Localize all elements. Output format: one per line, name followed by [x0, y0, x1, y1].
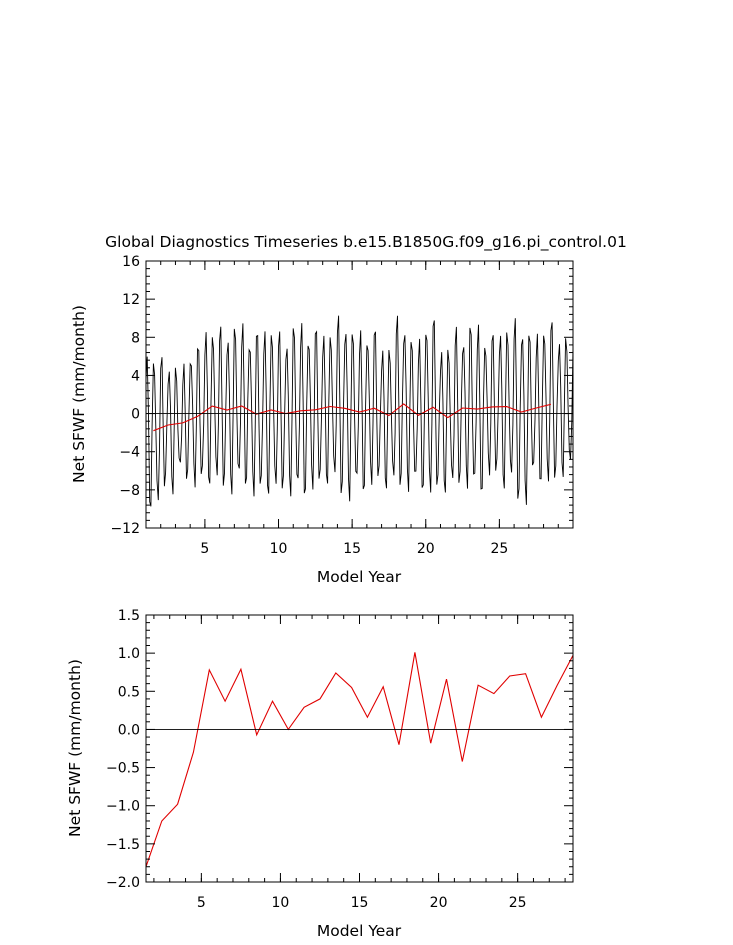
bottom-y-tick-label: −2.0 [106, 875, 140, 891]
bottom-y-tick-label: 0.5 [118, 684, 140, 700]
bottom-y-tick-label: 1.5 [118, 608, 140, 624]
top-annual-mean-series-line [153, 403, 552, 432]
top-series-group [145, 315, 574, 507]
bottom-y-tick-label: −0.5 [106, 761, 140, 777]
top-chart: Global Diagnostics Timeseries b.e15.B185… [70, 233, 627, 586]
top-axes: 5 10 15 20 25 −12 −8 −4 0 4 8 12 16 [110, 254, 574, 557]
bottom-y-tick-label: 1.0 [118, 646, 140, 662]
bottom-x-tick-label: 5 [197, 895, 206, 911]
top-x-tick-label: 25 [490, 541, 508, 557]
bottom-y-tick-label: −1.0 [106, 799, 140, 815]
top-y-tick-label: 4 [131, 368, 140, 384]
top-y-tick-label: 0 [131, 407, 140, 423]
bottom-x-tick-label: 15 [351, 895, 369, 911]
top-y-tick-label: 12 [122, 292, 140, 308]
bottom-x-tick-label: 25 [509, 895, 527, 911]
bottom-x-axis-label: Model Year [317, 922, 402, 940]
top-y-tick-label: 8 [131, 330, 140, 346]
bottom-x-tick-label: 20 [430, 895, 448, 911]
bottom-series-group [145, 652, 574, 867]
bottom-x-tick-label: 10 [272, 895, 290, 911]
top-x-tick-label: 5 [200, 541, 209, 557]
top-y-tick-label: 16 [122, 254, 140, 270]
bottom-y-tick-label: −1.5 [106, 837, 140, 853]
top-x-tick-label: 20 [417, 541, 435, 557]
bottom-chart: 5 10 15 20 25 −2.0 −1.5 −1.0 −0.5 0.0 0.5 1.0 1.5 Mo… [66, 608, 574, 940]
bottom-annual-mean-series-line [145, 652, 574, 867]
bottom-y-axis-label: Net SFWF (mm/month) [66, 659, 84, 837]
chart-title: Global Diagnostics Timeseries b.e15.B185… [105, 233, 627, 252]
top-x-axis-label: Model Year [317, 568, 402, 586]
bottom-axes: 5 10 15 20 25 −2.0 −1.5 −1.0 −0.5 0.0 0.5 1.0 1.5 [106, 608, 573, 911]
top-x-tick-label: 10 [270, 541, 288, 557]
bottom-y-tick-label: 0.0 [118, 722, 140, 738]
top-y-axis-label: Net SFWF (mm/month) [70, 305, 88, 483]
top-y-tick-label: −12 [110, 521, 140, 537]
top-plot-frame [145, 260, 574, 529]
top-y-tick-label: −8 [119, 483, 140, 499]
top-x-tick-label: 15 [343, 541, 361, 557]
top-y-tick-label: −4 [119, 445, 140, 461]
top-monthly-series-line [145, 315, 574, 507]
bottom-plot-frame [145, 614, 574, 883]
